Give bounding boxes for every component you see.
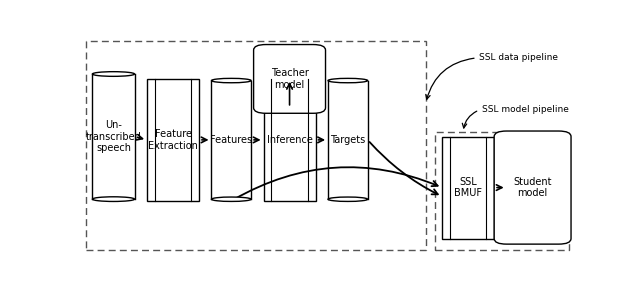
FancyBboxPatch shape — [494, 131, 571, 244]
FancyBboxPatch shape — [253, 45, 326, 113]
Polygon shape — [92, 74, 134, 199]
Ellipse shape — [92, 197, 134, 202]
Polygon shape — [211, 81, 251, 199]
Ellipse shape — [211, 197, 251, 201]
Text: Targets: Targets — [330, 135, 365, 145]
Text: Un-
transcribed
speech: Un- transcribed speech — [86, 120, 141, 153]
Ellipse shape — [211, 78, 251, 83]
Text: Teacher
model: Teacher model — [271, 68, 308, 90]
Polygon shape — [328, 81, 368, 199]
Text: SSL
BMUF: SSL BMUF — [454, 177, 482, 198]
Ellipse shape — [92, 72, 134, 76]
Text: Feature
Extraction: Feature Extraction — [148, 129, 198, 151]
Text: Student
model: Student model — [513, 177, 552, 198]
Ellipse shape — [328, 197, 367, 201]
FancyBboxPatch shape — [264, 79, 316, 201]
Text: SSL model pipeline: SSL model pipeline — [482, 105, 568, 114]
Ellipse shape — [328, 78, 367, 83]
FancyBboxPatch shape — [442, 137, 494, 238]
FancyBboxPatch shape — [147, 79, 199, 201]
Text: Inference: Inference — [267, 135, 312, 145]
Text: SSL data pipeline: SSL data pipeline — [479, 53, 558, 62]
Text: Features: Features — [210, 135, 252, 145]
